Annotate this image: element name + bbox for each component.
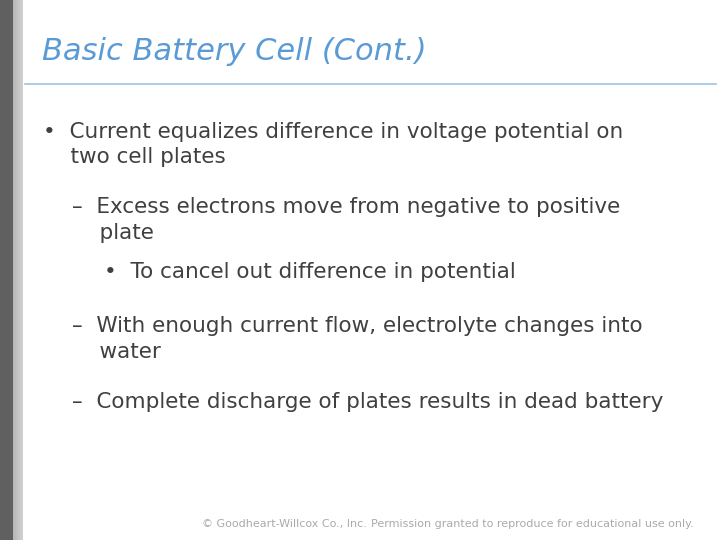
Text: –  Complete discharge of plates results in dead battery: – Complete discharge of plates results i…: [72, 392, 663, 411]
Text: Permission granted to reproduce for educational use only.: Permission granted to reproduce for educ…: [372, 519, 694, 529]
Text: •  To cancel out difference in potential: • To cancel out difference in potential: [104, 262, 516, 282]
Text: •  Current equalizes difference in voltage potential on
    two cell plates: • Current equalizes difference in voltag…: [43, 122, 624, 167]
Text: © Goodheart-Willcox Co., Inc.: © Goodheart-Willcox Co., Inc.: [202, 519, 366, 529]
Text: Basic Battery Cell (Cont.): Basic Battery Cell (Cont.): [42, 37, 426, 66]
Bar: [0, 0, 13, 540]
Text: –  Excess electrons move from negative to positive
    plate: – Excess electrons move from negative to…: [72, 197, 620, 242]
Text: –  With enough current flow, electrolyte changes into
    water: – With enough current flow, electrolyte …: [72, 316, 643, 361]
